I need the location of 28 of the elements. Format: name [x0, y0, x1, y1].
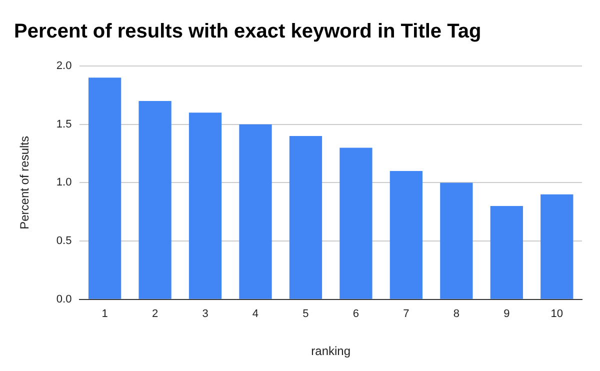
bar [289, 136, 322, 299]
bar [440, 182, 473, 299]
x-tick-label: 4 [252, 308, 259, 320]
y-tick-label: 2.0 [56, 60, 72, 72]
bar [88, 78, 122, 299]
y-tick-label: 0.0 [56, 293, 72, 306]
x-tick-label: 6 [352, 308, 360, 320]
bar [188, 112, 222, 299]
bar [340, 148, 372, 299]
chart-title: Percent of results with exact keyword in Title Tag [14, 20, 482, 43]
bar [239, 124, 272, 299]
x-tick-label: 10 [550, 308, 564, 320]
x-tick-label: 1 [102, 308, 108, 320]
bar [490, 206, 523, 299]
bar [540, 194, 574, 299]
y-tick-label: 1.5 [56, 118, 72, 130]
x-tick-label: 9 [504, 308, 510, 320]
x-tick-label: 7 [403, 308, 410, 320]
x-axis-title: ranking [311, 344, 351, 358]
bar [138, 101, 172, 299]
x-tick-label: 8 [453, 308, 460, 320]
y-tick-label: 0.5 [56, 235, 72, 248]
x-tick-label: 3 [202, 308, 208, 320]
x-tick-label: 2 [152, 308, 158, 320]
x-tick-label: 5 [302, 308, 309, 320]
bar [390, 171, 423, 299]
y-tick-label: 1.0 [56, 176, 72, 189]
y-axis-title: Percent of results [18, 136, 32, 230]
